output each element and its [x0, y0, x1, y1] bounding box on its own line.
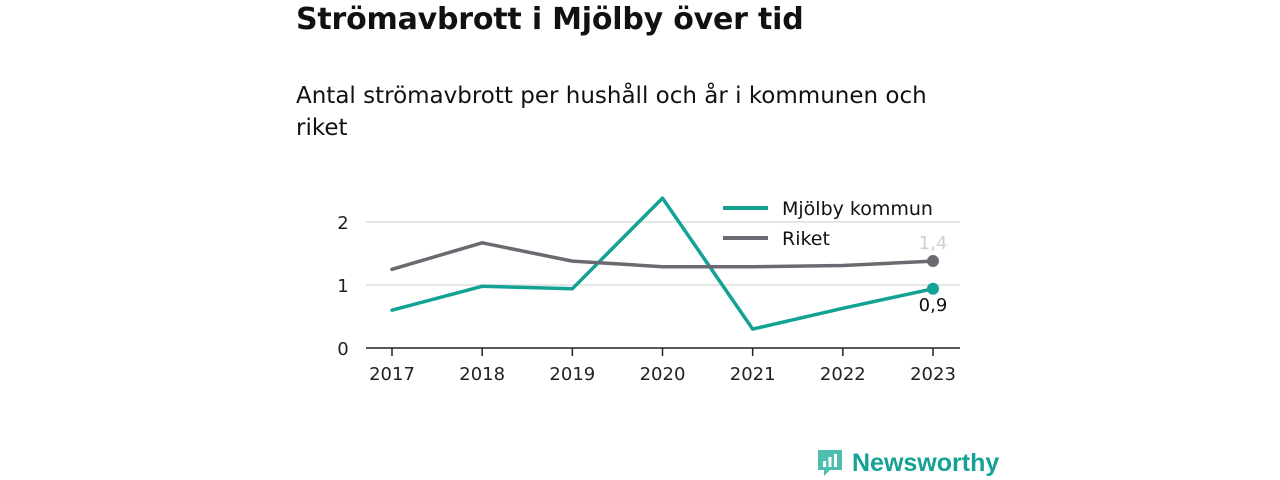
- series-lines: [390, 196, 935, 331]
- x-tick-label: 2022: [820, 364, 866, 385]
- end-marker-2: [927, 255, 939, 268]
- end-value-label: 1,4: [919, 233, 948, 254]
- end-value-label: 0,9: [919, 295, 948, 316]
- newsworthy-logo-icon: [818, 450, 842, 476]
- grid-lines: [366, 221, 960, 286]
- y-tick-label: 1: [337, 276, 348, 297]
- line-chart: 012 2017 2018 2019 2020 2021 2022 2023 0,91,4 …: [337, 196, 960, 385]
- chart-title: Strömavbrott i Mjölby över tid: [296, 2, 804, 37]
- y-axis: 0 1 2: [337, 213, 348, 360]
- end-marker-1: [927, 282, 939, 295]
- x-tick-label: 2018: [459, 364, 505, 385]
- end-markers: [927, 255, 939, 295]
- brand-name: Newsworthy: [852, 448, 1000, 477]
- legend-label: Riket: [782, 228, 830, 250]
- x-tick-label: 2019: [549, 364, 595, 385]
- x-axis: 2017 2018 2019 2020 2021 2022 2023: [369, 348, 956, 385]
- end-labels: 0,9 1,4: [919, 233, 948, 316]
- x-tick-label: 2020: [640, 364, 686, 385]
- y-tick-label: 2: [337, 213, 348, 234]
- x-tick-label: 2017: [369, 364, 415, 385]
- series-line-1: [390, 196, 935, 331]
- legend-label: Mjölby kommun: [782, 198, 933, 220]
- brand-logo: Newsworthy: [816, 446, 999, 480]
- x-tick-label: 2021: [730, 364, 776, 385]
- x-tick-label: 2023: [910, 364, 956, 385]
- y-tick-label: 0: [337, 339, 348, 360]
- legend: Mjölby kommun Riket: [723, 198, 933, 250]
- series-line-2: [390, 241, 935, 272]
- chart-subtitle: Antal strömavbrott per hushåll och år i …: [296, 83, 927, 141]
